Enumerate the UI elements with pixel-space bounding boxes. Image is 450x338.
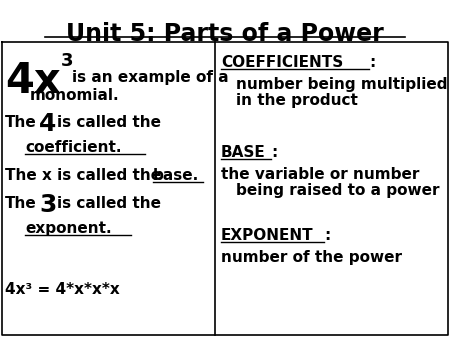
Text: monomial.: monomial. (30, 88, 120, 103)
Text: The: The (5, 115, 37, 130)
Text: base.: base. (153, 168, 199, 183)
Text: 4x³ = 4*x*x*x: 4x³ = 4*x*x*x (5, 282, 120, 297)
Text: number being multiplied: number being multiplied (236, 77, 447, 92)
Text: 3: 3 (39, 193, 56, 217)
Text: being raised to a power: being raised to a power (236, 183, 440, 198)
Text: is called the: is called the (57, 196, 161, 211)
Text: COEFFICIENTS: COEFFICIENTS (221, 55, 343, 70)
Text: in the product: in the product (236, 93, 358, 108)
Text: 3: 3 (61, 52, 73, 70)
Text: EXPONENT: EXPONENT (221, 228, 314, 243)
Text: is an example of a: is an example of a (72, 70, 229, 85)
Text: coefficient.: coefficient. (25, 140, 122, 155)
Text: 4x: 4x (5, 60, 61, 102)
Text: BASE: BASE (221, 145, 266, 160)
Text: :: : (324, 228, 330, 243)
Text: is called the: is called the (57, 115, 161, 130)
Text: the variable or number: the variable or number (221, 167, 419, 182)
Text: The: The (5, 196, 37, 211)
Text: exponent.: exponent. (25, 221, 112, 236)
Text: :: : (369, 55, 375, 70)
Text: Unit 5: Parts of a Power: Unit 5: Parts of a Power (66, 22, 384, 46)
Text: :: : (271, 145, 277, 160)
Text: number of the power: number of the power (221, 250, 402, 265)
Text: 4: 4 (39, 112, 56, 136)
Text: The x is called the: The x is called the (5, 168, 161, 183)
